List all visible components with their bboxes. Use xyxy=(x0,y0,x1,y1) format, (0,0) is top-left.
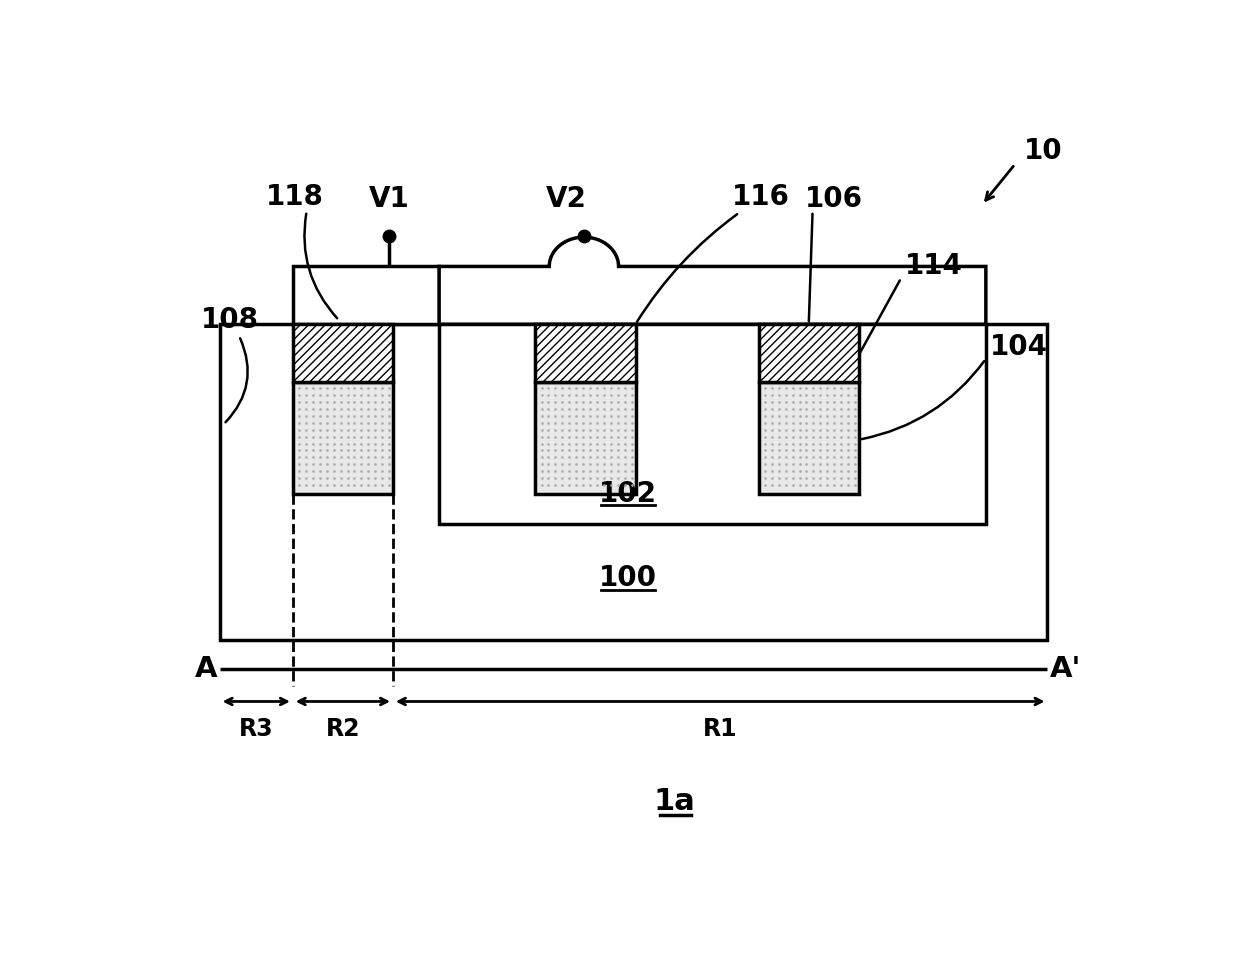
Text: 108: 108 xyxy=(201,306,258,334)
Bar xyxy=(293,325,393,382)
Text: 1a: 1a xyxy=(653,787,694,816)
Text: R1: R1 xyxy=(703,717,738,741)
Text: 100: 100 xyxy=(599,564,657,592)
Text: R2: R2 xyxy=(326,717,360,741)
Text: 104: 104 xyxy=(990,333,1048,361)
Bar xyxy=(536,382,635,493)
Bar xyxy=(759,325,859,382)
Bar xyxy=(219,325,1048,640)
Bar xyxy=(293,382,393,493)
Text: A': A' xyxy=(1050,655,1081,683)
Text: 118: 118 xyxy=(267,183,324,211)
Bar xyxy=(439,325,986,524)
Text: 106: 106 xyxy=(805,185,863,213)
Text: 116: 116 xyxy=(732,183,790,211)
Text: 102: 102 xyxy=(599,480,657,508)
Text: A: A xyxy=(195,655,217,683)
Bar xyxy=(293,266,439,325)
Polygon shape xyxy=(439,237,986,325)
Text: R3: R3 xyxy=(239,717,274,741)
Text: 10: 10 xyxy=(1024,137,1063,165)
Text: V2: V2 xyxy=(546,185,587,213)
Bar xyxy=(536,325,635,382)
Bar xyxy=(759,382,859,493)
Text: V1: V1 xyxy=(368,185,409,213)
Text: 114: 114 xyxy=(905,253,963,280)
